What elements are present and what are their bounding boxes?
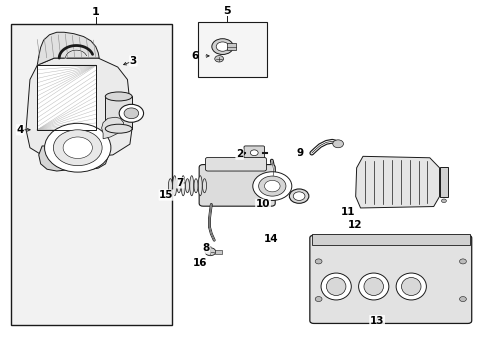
Text: 7: 7 — [176, 178, 183, 188]
Circle shape — [315, 297, 322, 302]
Bar — [311, 234, 469, 244]
Text: 11: 11 — [340, 207, 354, 217]
Circle shape — [124, 108, 139, 119]
Circle shape — [216, 42, 228, 51]
Circle shape — [53, 130, 102, 166]
Text: 12: 12 — [347, 220, 361, 230]
FancyBboxPatch shape — [309, 235, 471, 323]
Ellipse shape — [326, 278, 345, 296]
Circle shape — [332, 140, 343, 148]
Text: 4: 4 — [17, 125, 24, 135]
Text: 5: 5 — [223, 6, 231, 16]
Ellipse shape — [181, 176, 185, 196]
Text: 13: 13 — [369, 316, 384, 325]
Ellipse shape — [358, 273, 388, 300]
Ellipse shape — [202, 179, 206, 193]
Circle shape — [119, 104, 143, 122]
Circle shape — [214, 55, 223, 62]
FancyBboxPatch shape — [199, 165, 275, 206]
Circle shape — [252, 172, 291, 201]
Bar — [37, 65, 96, 130]
Ellipse shape — [321, 273, 350, 300]
Polygon shape — [26, 58, 132, 158]
Ellipse shape — [172, 176, 176, 196]
Ellipse shape — [194, 179, 198, 193]
Circle shape — [441, 199, 446, 203]
Circle shape — [289, 189, 308, 203]
Ellipse shape — [105, 124, 132, 133]
Circle shape — [204, 248, 215, 256]
Bar — [439, 167, 447, 197]
Circle shape — [211, 39, 233, 54]
Circle shape — [264, 180, 280, 192]
Polygon shape — [39, 146, 108, 171]
Circle shape — [258, 176, 285, 196]
Polygon shape — [37, 32, 99, 65]
Ellipse shape — [177, 179, 181, 193]
Circle shape — [63, 137, 92, 158]
Text: 6: 6 — [191, 51, 199, 61]
Ellipse shape — [185, 179, 189, 193]
Text: 10: 10 — [255, 199, 270, 210]
Text: 1: 1 — [92, 7, 100, 17]
Text: 2: 2 — [236, 149, 243, 159]
Ellipse shape — [168, 179, 172, 193]
Text: 9: 9 — [296, 148, 303, 158]
Text: 15: 15 — [159, 190, 173, 200]
Ellipse shape — [189, 176, 193, 196]
Ellipse shape — [363, 278, 383, 296]
Ellipse shape — [198, 176, 202, 196]
Ellipse shape — [395, 273, 426, 300]
Circle shape — [293, 192, 305, 201]
Circle shape — [459, 297, 466, 302]
Bar — [215, 249, 222, 254]
Ellipse shape — [105, 92, 132, 101]
Circle shape — [44, 123, 111, 172]
Bar — [227, 43, 236, 50]
Text: 8: 8 — [203, 243, 210, 253]
FancyBboxPatch shape — [244, 146, 264, 159]
Text: 14: 14 — [264, 234, 278, 244]
Bar — [11, 24, 172, 325]
Circle shape — [250, 150, 258, 156]
Circle shape — [459, 259, 466, 264]
Circle shape — [315, 259, 322, 264]
Ellipse shape — [401, 278, 420, 296]
Polygon shape — [102, 117, 123, 139]
Bar — [105, 96, 132, 129]
Polygon shape — [355, 156, 439, 208]
Text: 16: 16 — [192, 258, 206, 268]
FancyBboxPatch shape — [205, 157, 266, 171]
Text: 3: 3 — [129, 56, 137, 66]
Bar — [37, 65, 96, 130]
Bar — [197, 22, 266, 77]
